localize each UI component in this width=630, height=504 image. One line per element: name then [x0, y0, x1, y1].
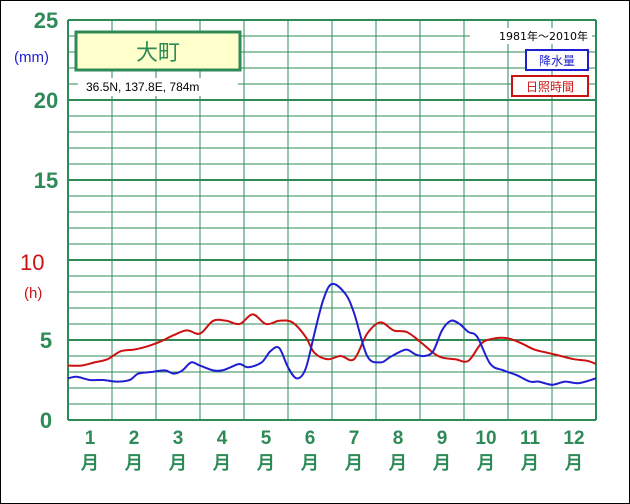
month-number-label: 9 [437, 428, 448, 449]
month-labels: 1 月 2 月 3 月 4 月 5 月 6 月 7 月 8 月 9 月 10 月 11 月 12 月 [80, 428, 585, 474]
month-kanji-label: 月 [520, 453, 539, 474]
station-coords: 36.5N, 137.8E, 784m [86, 80, 199, 94]
month-number-label: 7 [349, 428, 360, 449]
y-tick-label: 20 [34, 88, 58, 113]
month-number-label: 3 [173, 428, 184, 449]
legend: 降水量 日照時間 [511, 49, 589, 97]
y-tick-labels: 0 5 15 20 25 [34, 8, 58, 433]
month-kanji-label: 月 [212, 453, 231, 474]
month-number-label: 12 [563, 428, 584, 449]
month-kanji-label: 月 [124, 453, 143, 474]
station-box-rect [74, 30, 242, 72]
month-kanji-label: 月 [80, 453, 99, 474]
precipitation-series-line [67, 282, 597, 386]
y-tick-label: 25 [34, 8, 58, 33]
sun-ten-tick-label: 10 [20, 250, 44, 275]
y-tick-label: 0 [40, 408, 52, 433]
month-kanji-label: 月 [432, 453, 451, 474]
month-kanji-label: 月 [300, 453, 319, 474]
month-kanji-label: 月 [388, 453, 407, 474]
month-number-label: 6 [305, 428, 316, 449]
coords-background [78, 78, 238, 96]
station-box: 大町 [74, 30, 242, 72]
precip-unit-label: (mm) [14, 49, 49, 66]
month-number-label: 5 [261, 428, 272, 449]
station-name: 大町 [136, 41, 180, 66]
legend-sun-box [511, 75, 589, 97]
month-number-label: 4 [217, 428, 228, 449]
legend-sun-label: 日照時間 [526, 80, 574, 94]
month-kanji-label: 月 [256, 453, 275, 474]
sun-unit-label: (h) [24, 285, 42, 302]
legend-precip-label: 降水量 [539, 54, 575, 68]
month-kanji-label: 月 [476, 453, 495, 474]
month-number-label: 8 [393, 428, 404, 449]
month-kanji-label: 月 [168, 453, 187, 474]
month-kanji-label: 月 [344, 453, 363, 474]
period-label: 1981年〜2010年 [499, 29, 588, 43]
grid-lines [67, 19, 597, 421]
month-number-label: 2 [129, 428, 140, 449]
month-number-label: 11 [520, 428, 541, 449]
y-tick-label: 5 [40, 328, 52, 353]
y-tick-label: 15 [34, 168, 58, 193]
legend-precip-box [525, 49, 589, 71]
period-background [470, 28, 592, 44]
month-kanji-label: 月 [564, 453, 583, 474]
month-number-label: 1 [85, 428, 96, 449]
sunshine-series-line [67, 313, 597, 367]
month-number-label: 10 [475, 428, 496, 449]
